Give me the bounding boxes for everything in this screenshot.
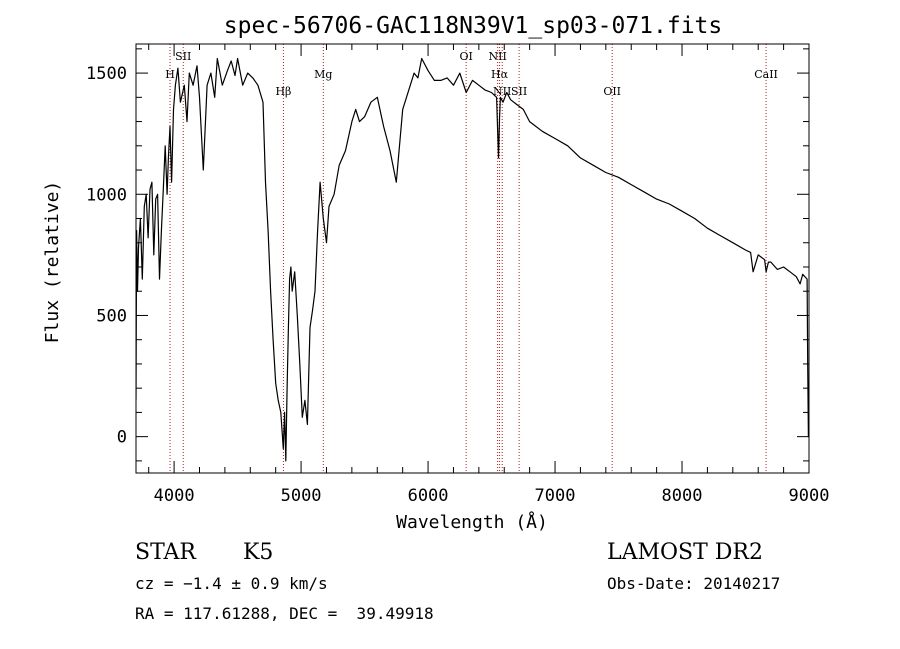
- spectral-line-label: OI: [459, 50, 472, 63]
- survey-name: LAMOST DR2: [607, 540, 763, 565]
- chart-title: spec-56706-GAC118N39V1_sp03-071.fits: [224, 13, 723, 39]
- x-tick-label: 9000: [789, 486, 830, 506]
- spectral-subclass: K5: [243, 540, 274, 565]
- x-axis-ticks: 4000 5000 6000 7000 8000 9000: [148, 44, 830, 506]
- spectral-line-label: NII: [493, 85, 511, 98]
- x-tick-label: 6000: [408, 486, 449, 506]
- y-tick-label: 0: [117, 428, 127, 448]
- x-axis-label: Wavelength (Å): [396, 511, 548, 533]
- x-tick-label: 4000: [154, 486, 195, 506]
- y-tick-label: 1000: [86, 185, 127, 205]
- x-tick-label: 7000: [535, 486, 576, 506]
- plot-frame: [135, 43, 810, 474]
- y-axis-ticks: 0 500 1000 1500: [86, 48, 809, 462]
- spectral-line-label: CaII: [754, 68, 778, 81]
- spectral-line-label: Hα: [491, 68, 509, 81]
- spectral-line-label: OII: [603, 85, 621, 98]
- y-tick-label: 1500: [86, 64, 127, 84]
- spectral-line-label: H: [165, 68, 175, 81]
- spectrum-line: [136, 57, 809, 462]
- spectral-line-label: SII: [175, 50, 191, 63]
- redshift-text: cz = −1.4 ± 0.9 km/s: [135, 574, 328, 593]
- spectral-line-label: Hβ: [275, 85, 291, 98]
- object-class: STAR: [135, 540, 196, 565]
- x-tick-label: 5000: [281, 486, 322, 506]
- spectral-line-label: SII: [511, 85, 527, 98]
- observation-date: Obs-Date: 20140217: [607, 574, 781, 593]
- x-tick-label: 8000: [662, 486, 703, 506]
- spectral-line-label: NII: [488, 50, 506, 63]
- spectrum-series: [136, 57, 809, 462]
- y-tick-label: 500: [96, 306, 127, 326]
- y-axis-label: Flux (relative): [42, 181, 63, 344]
- spectral-line-label: Mg: [314, 68, 332, 81]
- coordinates-text: RA = 117.61288, DEC = 39.49918: [135, 604, 434, 623]
